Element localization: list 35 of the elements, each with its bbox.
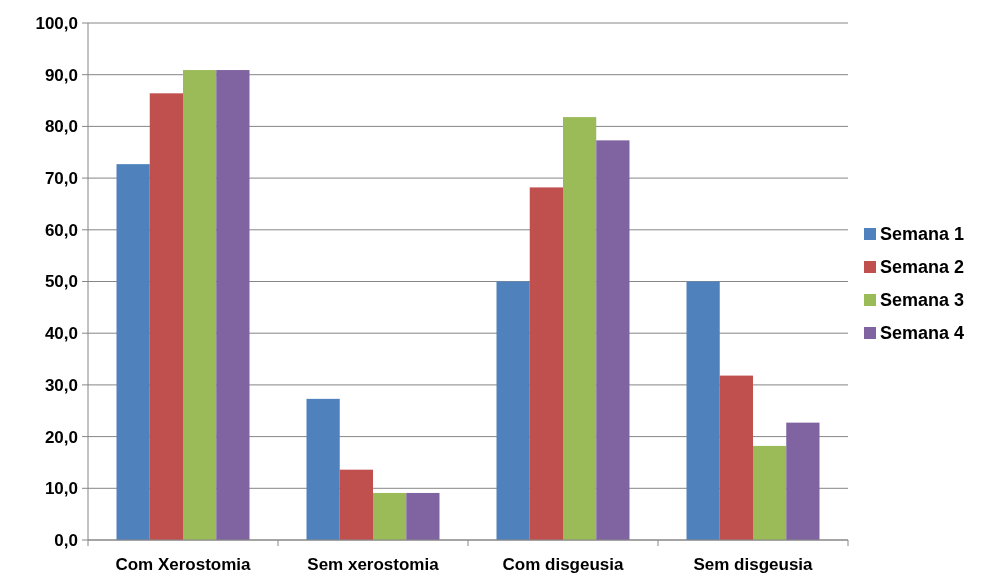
bar — [596, 140, 630, 540]
x-tick-label: Com disgeusia — [502, 555, 624, 574]
bar — [373, 492, 407, 540]
bar — [563, 117, 597, 540]
y-tick-label: 20,0 — [44, 427, 78, 447]
y-tick-label: 10,0 — [44, 479, 78, 499]
bar — [149, 93, 183, 540]
x-tick-label: Sem xerostomia — [307, 555, 440, 574]
bar — [753, 445, 787, 540]
bar — [306, 398, 340, 540]
bar — [116, 164, 150, 540]
bar — [786, 422, 820, 540]
y-tick-label: 70,0 — [44, 169, 78, 189]
legend-label: Semana 3 — [880, 290, 965, 311]
legend-label: Semana 4 — [880, 323, 965, 344]
y-tick-label: 50,0 — [44, 272, 78, 292]
y-tick-label: 60,0 — [44, 220, 78, 240]
bar — [406, 492, 440, 540]
bar — [183, 70, 217, 540]
y-tick-label: 0,0 — [54, 530, 78, 550]
x-tick-label: Sem disgeusia — [693, 555, 814, 574]
bar — [216, 70, 250, 540]
bar — [686, 281, 720, 540]
y-tick-label: 90,0 — [44, 65, 78, 85]
bar — [529, 187, 563, 540]
bar — [339, 469, 373, 540]
y-tick-label: 30,0 — [44, 375, 78, 395]
y-tick-label: 40,0 — [44, 324, 78, 344]
legend-label: Semana 1 — [880, 224, 965, 245]
bar — [496, 281, 530, 540]
legend-label: Semana 2 — [880, 257, 965, 278]
y-tick-label: 100,0 — [35, 13, 78, 33]
y-tick-label: 80,0 — [44, 117, 78, 137]
x-tick-label: Com Xerostomia — [115, 555, 252, 574]
bar — [719, 375, 753, 540]
